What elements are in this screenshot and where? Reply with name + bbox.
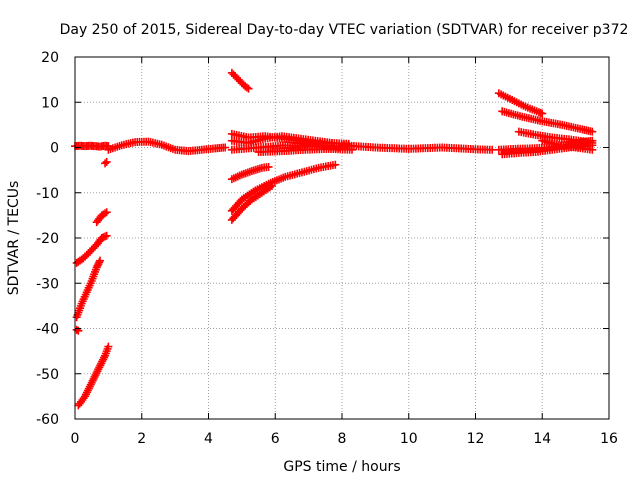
y-axis-label: SDTVAR / TECUs [6,181,22,296]
y-tick-label: -30 [36,276,59,292]
series-6 [74,342,113,410]
data-point-marker [104,342,113,351]
series-4 [72,256,105,322]
series-12 [227,181,276,224]
data-point-marker [101,209,110,218]
series-7 [92,208,111,227]
series-23 [538,136,597,154]
series-18 [494,89,547,118]
data-point-marker [101,159,110,168]
y-tick-label: -10 [36,186,59,202]
series-17 [338,141,497,154]
data-point-marker [588,145,597,154]
series-19 [498,107,597,136]
series-2 [104,137,230,156]
data-point-marker [267,181,276,190]
data-point-marker [96,256,105,265]
x-tick-label: 4 [204,431,213,447]
y-tick-label: -20 [36,231,59,247]
chart-title: Day 250 of 2015, Sidereal Day-to-day VTE… [60,22,629,38]
data-point-marker [95,258,104,267]
data-points [71,68,597,410]
y-tick-label: -60 [36,412,59,428]
x-tick-label: 8 [338,431,347,447]
y-tick-label: 0 [50,141,59,157]
x-tick-label: 0 [71,431,80,447]
data-point-marker [538,109,547,118]
x-tick-label: 6 [271,431,280,447]
data-point-marker [221,143,230,152]
series-10 [227,162,273,184]
data-point-marker [264,162,273,171]
axis-ticks: 0 2 4 6 8 10 12 14 16 -60 -50 -40 -30 -20 -10 0 10 20 [36,50,618,447]
series-9 [227,68,253,93]
data-point-marker [72,325,81,334]
data-point-marker [74,326,83,335]
data-point-marker [588,127,597,136]
x-tick-label: 16 [600,431,618,447]
x-axis-label: GPS time / hours [283,459,400,475]
series-8 [101,157,111,168]
data-point-marker [244,84,253,93]
grid-lines [75,57,609,419]
data-point-marker [331,160,340,169]
series-3 [72,231,111,267]
series-11 [227,160,340,215]
data-point-marker [102,231,111,240]
y-tick-label: -40 [36,322,59,338]
y-tick-label: 10 [41,95,59,111]
x-tick-label: 12 [467,431,485,447]
data-point-marker [102,208,111,217]
data-point-marker [488,145,497,154]
y-tick-label: -50 [36,367,59,383]
x-tick-label: 2 [137,431,146,447]
x-tick-label: 14 [533,431,551,447]
data-point-marker [242,83,251,92]
data-point-marker [102,157,111,166]
x-tick-label: 10 [400,431,418,447]
series-16 [254,144,357,157]
y-tick-label: 20 [41,50,59,66]
series-5 [72,325,83,335]
